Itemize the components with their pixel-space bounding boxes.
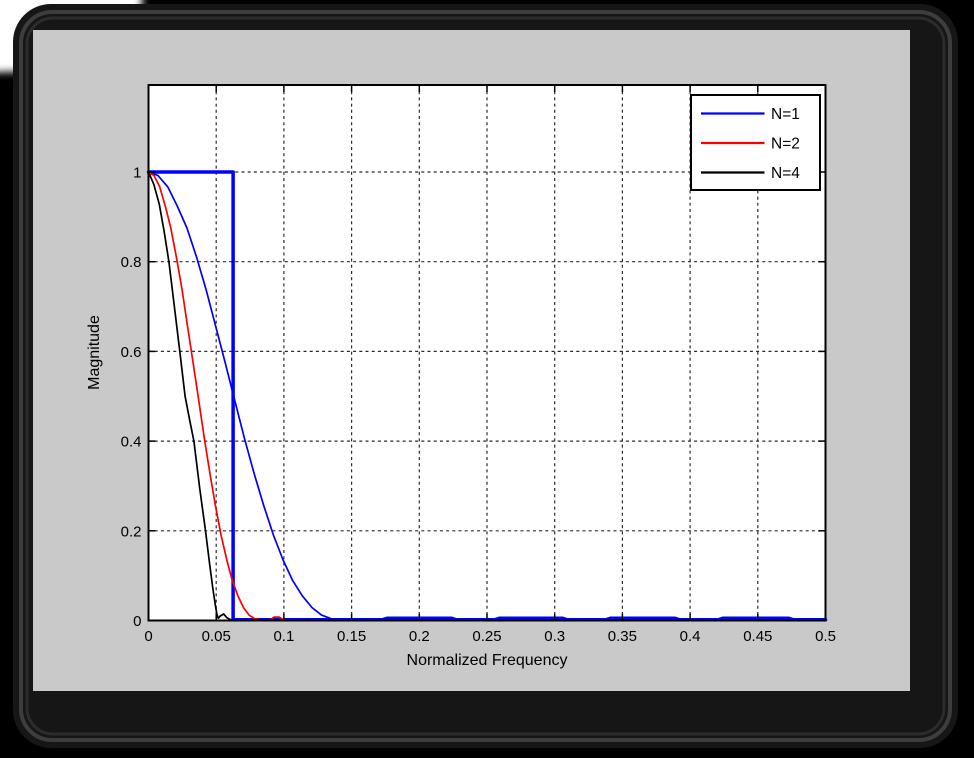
- legend-label-N=1: N=1: [771, 106, 800, 123]
- tick-labels: 0 0.05 0.1 0.15 0.2 0.25 0.3 0.35 0.4 0.45 0.5 0 0.2…: [121, 165, 836, 645]
- x-axis-label: Normalized Frequency: [407, 652, 568, 669]
- frame-bevel-outer: [19, 10, 952, 742]
- legend-label-N=2: N=2: [771, 136, 800, 153]
- legend-label-N=4: N=4: [771, 165, 800, 182]
- series-N=2-line: [147, 171, 827, 621]
- y-tick-label: 1: [133, 165, 141, 182]
- x-tick-label: 0.3: [544, 628, 565, 645]
- legend-items: N=1 N=2 N=4: [701, 106, 800, 182]
- x-tick-label: 0.35: [608, 628, 637, 645]
- y-tick-label: 0: [133, 613, 141, 630]
- y-tick-label: 0.8: [121, 254, 142, 271]
- x-tick-label: 0.4: [680, 628, 701, 645]
- y-tick-label: 0.4: [121, 434, 142, 451]
- tick-marks: [147, 85, 827, 622]
- frame-bevel-inner: [25, 16, 946, 736]
- x-tick-label: 0.05: [202, 628, 231, 645]
- x-tick-label: 0.25: [472, 628, 501, 645]
- y-tick-label: 0.6: [121, 344, 142, 361]
- y-axis-label: Magnitude: [86, 315, 103, 390]
- series-N=1-line: [147, 171, 827, 621]
- x-tick-label: 0.45: [743, 628, 772, 645]
- x-tick-label: 0.2: [409, 628, 430, 645]
- series-N=4-line: [147, 171, 827, 621]
- x-tick-label: 0.1: [273, 628, 294, 645]
- x-tick-label: 0: [144, 628, 152, 645]
- legend: N=1 N=2 N=4: [690, 94, 821, 191]
- x-tick-label: 0.15: [337, 628, 366, 645]
- y-tick-label: 0.2: [121, 523, 142, 540]
- x-tick-label: 0.5: [815, 628, 836, 645]
